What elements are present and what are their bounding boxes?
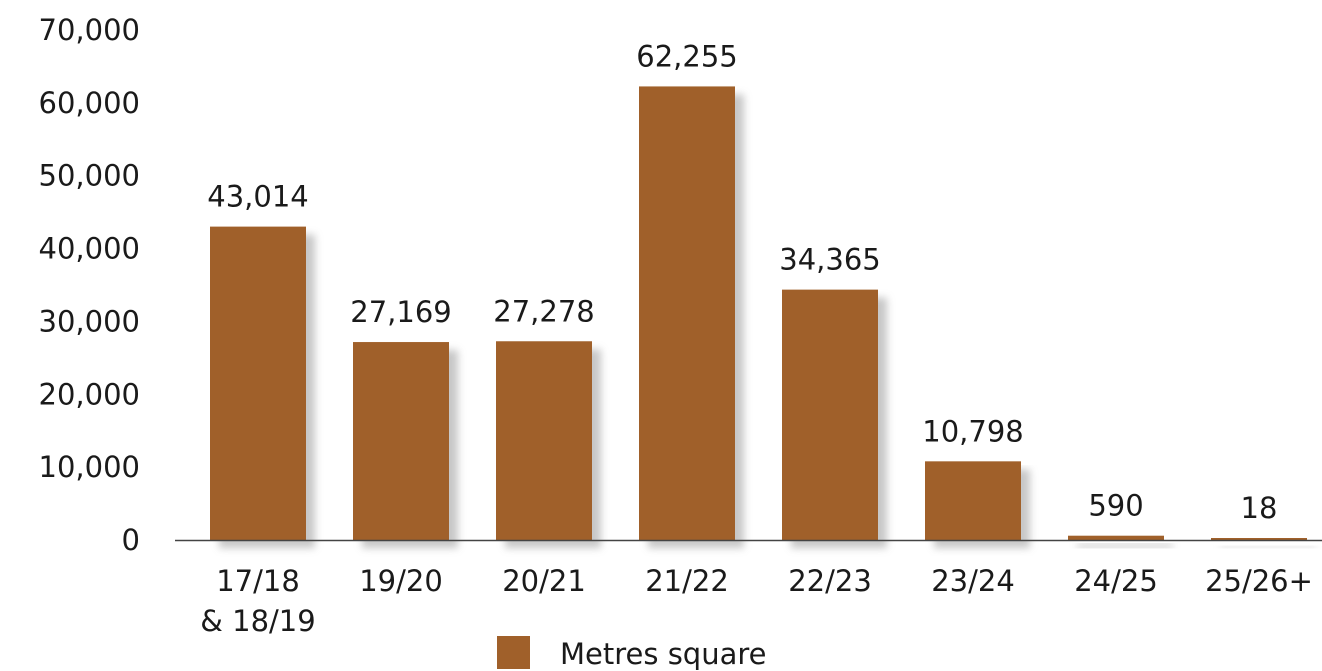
bar [496, 341, 592, 540]
bar [353, 342, 449, 540]
bar [1211, 538, 1307, 540]
x-tick-label: 20/21 [502, 564, 586, 598]
data-label: 62,255 [636, 39, 737, 73]
y-tick-label: 20,000 [39, 377, 140, 411]
y-tick-label: 30,000 [39, 304, 140, 338]
x-tick-label: 19/20 [359, 564, 443, 598]
bar-shadow [1220, 546, 1316, 548]
bar [210, 226, 306, 540]
x-tick-label: 23/24 [931, 564, 1015, 598]
x-axis: 17/18 & 18/19 19/20 20/21 21/22 22/23 23/24 24/… [200, 564, 1313, 638]
legend-swatch [497, 636, 530, 669]
x-tick-label: 22/23 [788, 564, 872, 598]
y-axis: 0 10,000 20,000 30,000 40,000 50,000 60,000 70,… [39, 13, 140, 557]
data-label: 43,014 [207, 180, 308, 214]
y-tick-label: 10,000 [39, 450, 140, 484]
y-tick-label: 70,000 [39, 13, 140, 47]
data-label: 27,169 [350, 295, 451, 329]
legend-label: Metres square [560, 637, 766, 671]
data-label: 10,798 [922, 414, 1023, 448]
data-label: 27,278 [493, 294, 594, 328]
y-tick-label: 40,000 [39, 232, 140, 266]
bar-shadow [1077, 543, 1173, 548]
bar [639, 86, 735, 540]
data-label: 18 [1241, 491, 1278, 525]
data-labels: 43,014 27,169 27,278 62,255 34,365 10,798 590 1… [207, 39, 1277, 525]
y-tick-label: 50,000 [39, 159, 140, 193]
x-tick-label: 25/26+ [1205, 564, 1313, 598]
x-tick-label: 17/18 & 18/19 [200, 564, 315, 638]
y-tick-label: 60,000 [39, 86, 140, 120]
bars [210, 86, 1307, 540]
legend: Metres square [497, 636, 766, 671]
data-label: 34,365 [779, 243, 880, 277]
bar [1068, 535, 1164, 540]
data-label: 590 [1088, 489, 1143, 523]
x-tick-label: 21/22 [645, 564, 729, 598]
y-tick-label: 0 [122, 523, 140, 557]
bar [782, 289, 878, 540]
bar [925, 461, 1021, 540]
x-tick-label: 24/25 [1074, 564, 1158, 598]
